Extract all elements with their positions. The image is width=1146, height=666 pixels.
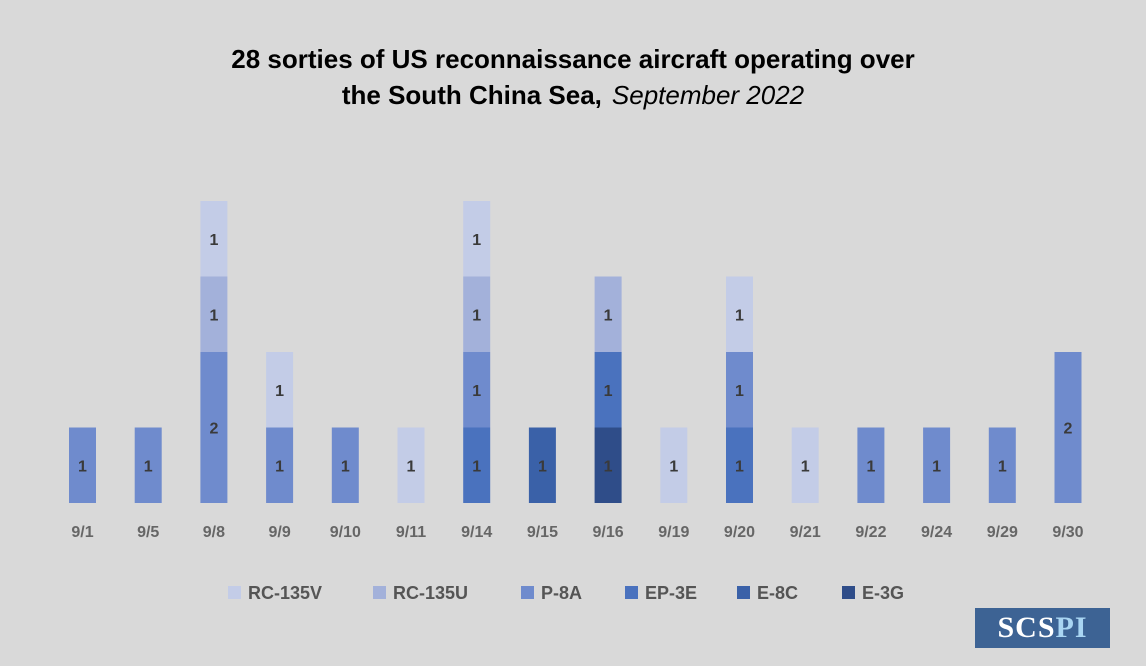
x-tick-label: 9/15: [527, 524, 558, 541]
data-label: 1: [735, 458, 744, 475]
x-tick-label: 9/24: [921, 524, 952, 541]
bar-segment: [463, 201, 491, 277]
data-label: 1: [866, 458, 875, 475]
data-label: 1: [209, 307, 218, 324]
bar-segment: [266, 427, 294, 503]
data-label: 1: [275, 383, 284, 400]
bar-segment: [463, 427, 491, 503]
bar-segment: [69, 427, 96, 503]
legend-swatch: [228, 586, 241, 599]
legend-swatch: [625, 586, 638, 599]
x-tick-label: 9/30: [1052, 524, 1083, 541]
data-label: 1: [144, 458, 153, 475]
legend-label: EP-3E: [645, 583, 697, 603]
x-tick-label: 9/20: [724, 524, 755, 541]
data-label: 1: [472, 307, 481, 324]
x-axis-tick-labels: 9/1 9/5 9/8 9/9 9/10 9/11 9/14 9/15 9/16 9/19 9/20…: [71, 524, 1083, 541]
bar-segment: [1054, 352, 1082, 503]
data-label: 1: [998, 458, 1007, 475]
data-label: 1: [275, 458, 284, 475]
bar-segment: [660, 427, 688, 503]
data-label: 1: [604, 458, 613, 475]
data-label: 1: [341, 458, 350, 475]
chart-legend: RC-135V RC-135U P-8A EP-3E E-8C E-3G: [228, 583, 904, 603]
legend-swatch: [842, 586, 855, 599]
bar-segment: [331, 427, 359, 503]
data-label: 2: [209, 421, 218, 438]
data-label: 1: [735, 307, 744, 324]
logo-text-scs: SCS: [997, 611, 1056, 644]
x-tick-label: 9/14: [461, 524, 492, 541]
bar-segment: [857, 427, 885, 503]
legend-label: E-8C: [757, 583, 798, 603]
bar-segment: [726, 427, 753, 503]
chart-title: 28 sorties of US reconnaissance aircraft…: [231, 44, 915, 74]
x-tick-label: 9/8: [203, 524, 225, 541]
x-tick-label: 9/11: [396, 524, 426, 541]
scspi-logo: SCS PI: [975, 608, 1110, 648]
legend-label: P-8A: [541, 583, 582, 603]
data-label: 1: [209, 232, 218, 249]
data-label: 1: [78, 458, 87, 475]
x-tick-label: 9/29: [987, 524, 1018, 541]
legend-swatch: [521, 586, 534, 599]
data-label: 1: [472, 383, 481, 400]
chart-title-date: September 2022: [611, 80, 805, 110]
bar-segment: [463, 352, 491, 428]
logo-text-pi: PI: [1055, 611, 1088, 644]
x-tick-label: 9/10: [330, 524, 361, 541]
legend-label: RC-135V: [248, 583, 322, 603]
chart-title-region: the South China Sea,: [341, 80, 602, 110]
bar-segment: [397, 427, 425, 503]
data-label: 1: [801, 458, 810, 475]
legend-label: RC-135U: [393, 583, 468, 603]
bar-segment: [988, 427, 1016, 503]
x-tick-label: 9/19: [658, 524, 689, 541]
x-tick-label: 9/5: [137, 524, 159, 541]
data-label: 1: [604, 383, 613, 400]
bar-segment: [594, 352, 622, 428]
chart-title-line2: the South China Sea, September 2022: [0, 80, 1146, 111]
legend-swatch: [737, 586, 750, 599]
x-tick-label: 9/21: [790, 524, 821, 541]
bar-segment: [134, 427, 162, 503]
data-label: 1: [538, 458, 547, 475]
bar-segment: [463, 276, 491, 352]
data-label: 1: [932, 458, 941, 475]
bar-segment: [266, 352, 294, 428]
bar-segment: [200, 352, 228, 503]
data-label: 1: [407, 458, 416, 475]
data-label: 1: [472, 458, 481, 475]
data-label: 1: [669, 458, 678, 475]
bar-segment: [594, 427, 622, 503]
x-tick-label: 9/16: [593, 524, 624, 541]
bar-segment: [528, 427, 556, 503]
bar-segment: [726, 276, 753, 352]
bar-segment: [200, 201, 228, 277]
legend-label: E-3G: [862, 583, 904, 603]
x-tick-label: 9/22: [855, 524, 886, 541]
data-label: 2: [1064, 421, 1073, 438]
bar-segment: [726, 352, 753, 428]
bar-segment: [200, 276, 228, 352]
legend-swatch: [373, 586, 386, 599]
bar-segment: [594, 276, 622, 352]
x-tick-label: 9/1: [71, 524, 93, 541]
bar-segment: [791, 427, 819, 503]
x-tick-label: 9/9: [268, 524, 290, 541]
data-label: 1: [735, 383, 744, 400]
bar-segment: [923, 427, 951, 503]
data-label: 1: [604, 307, 613, 324]
bars-layer: 1 1 2 1 1 1 1 1 1 1 1 1 1 1 1 1 1 1 1 1 1 1 1 1 1 2: [69, 201, 1082, 503]
data-label: 1: [472, 232, 481, 249]
